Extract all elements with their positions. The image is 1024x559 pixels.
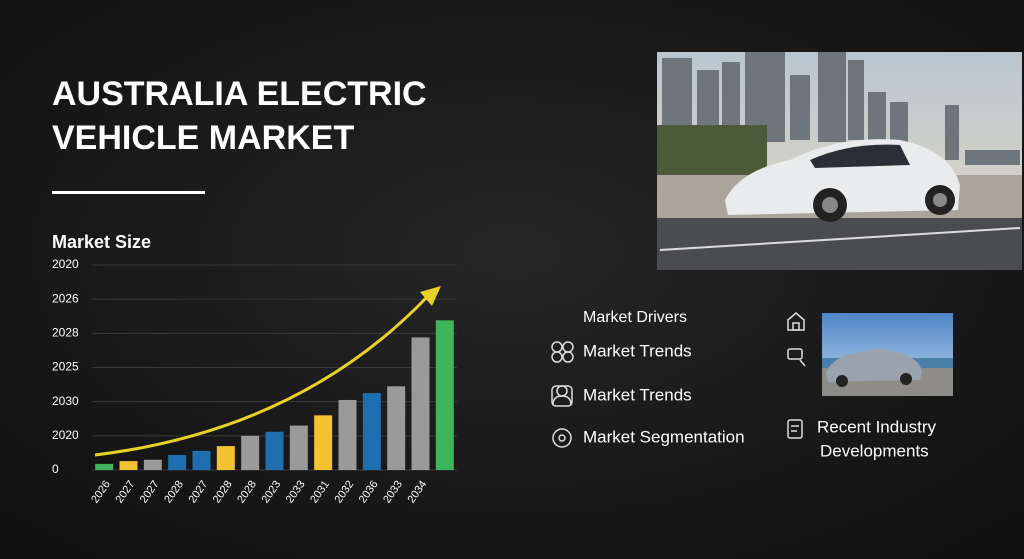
developments-line: Recent Industry — [817, 417, 937, 436]
title-line: AUSTRALIA ELECTRIC — [52, 75, 427, 113]
bar — [387, 386, 406, 470]
y-tick-label: 0 — [52, 462, 59, 476]
y-tick-label: 2026 — [52, 291, 79, 305]
y-tick-label: 2030 — [52, 394, 79, 408]
bar — [265, 431, 284, 470]
title-line: VEHICLE MARKET — [52, 119, 354, 157]
chart-title: Market Size — [52, 232, 151, 252]
bar — [314, 415, 333, 470]
developments-line: Developments — [820, 441, 929, 460]
bar — [435, 320, 454, 470]
car-photo — [822, 313, 953, 396]
bar — [289, 425, 308, 470]
trend-arrowhead — [420, 286, 441, 306]
bar — [241, 435, 260, 470]
y-tick-label: 2020 — [52, 257, 79, 271]
bar — [216, 446, 235, 470]
bar — [119, 461, 138, 470]
trend-arrow — [94, 294, 430, 457]
bar — [338, 399, 357, 470]
bar — [411, 337, 430, 470]
section-item: Market Segmentation — [583, 427, 745, 446]
y-tick-label: 2028 — [52, 326, 79, 340]
bar — [95, 463, 114, 470]
bar — [143, 459, 162, 470]
bar — [192, 450, 211, 470]
section-item: Market Trends — [583, 341, 692, 360]
y-tick-label: 2025 — [52, 360, 79, 374]
bar — [168, 454, 187, 470]
section-item: Market Trends — [583, 385, 692, 404]
y-tick-label: 2020 — [52, 428, 79, 442]
icons — [551, 312, 806, 448]
section-heading: Market Drivers — [583, 309, 687, 326]
bar — [362, 393, 381, 470]
title-underline — [52, 191, 205, 194]
city-photo — [657, 52, 1022, 270]
